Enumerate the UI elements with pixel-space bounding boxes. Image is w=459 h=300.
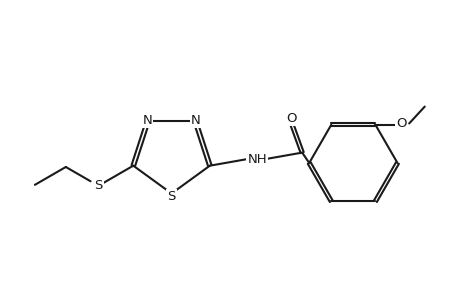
Text: S: S (167, 190, 175, 202)
Text: O: O (285, 112, 296, 124)
Text: S: S (94, 179, 102, 192)
Text: NH: NH (247, 153, 267, 166)
Text: N: N (142, 113, 152, 127)
Text: O: O (395, 117, 406, 130)
Text: N: N (190, 113, 200, 127)
